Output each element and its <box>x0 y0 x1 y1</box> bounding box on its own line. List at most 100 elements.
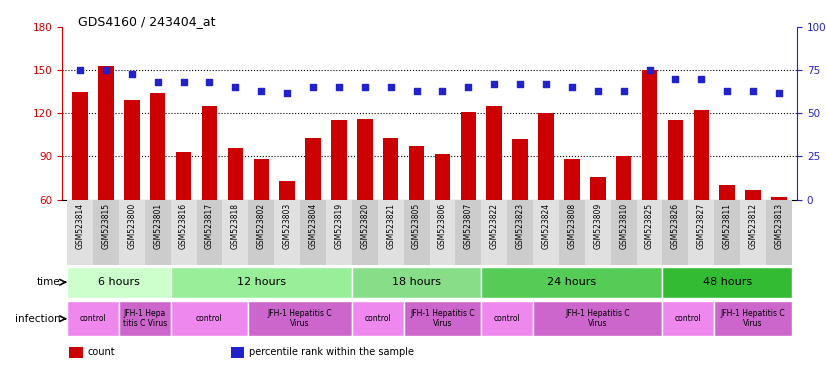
Text: GSM523823: GSM523823 <box>515 203 525 249</box>
Bar <box>171 301 249 336</box>
Bar <box>662 301 714 336</box>
Bar <box>461 112 476 286</box>
Point <box>591 88 605 94</box>
Bar <box>171 267 352 298</box>
Point <box>747 88 760 94</box>
Bar <box>771 197 786 286</box>
Text: GSM523808: GSM523808 <box>567 203 577 249</box>
Point <box>617 88 630 94</box>
Text: infection: infection <box>15 314 60 324</box>
Text: 18 hours: 18 hours <box>392 277 441 287</box>
Text: GSM523806: GSM523806 <box>438 203 447 249</box>
Bar <box>67 301 119 336</box>
Bar <box>67 267 171 298</box>
Text: GSM523813: GSM523813 <box>775 203 784 249</box>
Text: GSM523801: GSM523801 <box>154 203 162 249</box>
Bar <box>377 200 404 265</box>
Text: control: control <box>196 314 223 323</box>
Bar <box>352 267 482 298</box>
Bar <box>404 301 482 336</box>
Text: JFH-1 Hepa
titis C Virus: JFH-1 Hepa titis C Virus <box>122 309 167 328</box>
Bar <box>150 93 165 286</box>
Text: 12 hours: 12 hours <box>237 277 286 287</box>
Text: GSM523805: GSM523805 <box>412 203 421 249</box>
Point <box>462 84 475 91</box>
Bar <box>714 200 740 265</box>
Point <box>720 88 733 94</box>
Bar <box>331 121 347 286</box>
Text: GDS4160 / 243404_at: GDS4160 / 243404_at <box>78 15 216 28</box>
Bar <box>642 70 657 286</box>
Point <box>487 81 501 87</box>
Bar <box>482 200 507 265</box>
Text: GSM523827: GSM523827 <box>697 203 705 249</box>
Bar <box>67 200 93 265</box>
Text: control: control <box>79 314 107 323</box>
Bar <box>69 347 83 358</box>
Bar <box>662 267 792 298</box>
Text: percentile rank within the sample: percentile rank within the sample <box>249 347 415 357</box>
Point <box>99 67 112 73</box>
Text: 48 hours: 48 hours <box>703 277 752 287</box>
Bar <box>409 146 425 286</box>
Text: GSM523810: GSM523810 <box>620 203 628 249</box>
Text: GSM523811: GSM523811 <box>723 203 732 249</box>
Text: GSM523821: GSM523821 <box>387 203 395 249</box>
Bar <box>202 106 217 286</box>
Bar <box>559 200 585 265</box>
Text: GSM523825: GSM523825 <box>645 203 654 249</box>
Bar <box>228 148 243 286</box>
Text: GSM523809: GSM523809 <box>593 203 602 249</box>
Point <box>151 79 164 85</box>
Text: JFH-1 Hepatitis C
Virus: JFH-1 Hepatitis C Virus <box>268 309 332 328</box>
Text: GSM523802: GSM523802 <box>257 203 266 249</box>
Bar <box>145 200 171 265</box>
Bar <box>688 200 714 265</box>
Text: GSM523818: GSM523818 <box>231 203 240 249</box>
Point <box>358 84 372 91</box>
Text: time: time <box>36 277 60 287</box>
Point <box>695 76 708 82</box>
Text: GSM523803: GSM523803 <box>282 203 292 249</box>
Bar <box>404 200 430 265</box>
Bar <box>564 159 580 286</box>
Bar <box>124 100 140 286</box>
Bar <box>274 200 300 265</box>
Point <box>410 88 423 94</box>
Bar <box>539 113 553 286</box>
Bar <box>482 301 533 336</box>
Point <box>772 89 786 96</box>
Text: GSM523800: GSM523800 <box>127 203 136 249</box>
Point <box>565 84 578 91</box>
Bar <box>306 138 320 286</box>
Text: control: control <box>675 314 702 323</box>
Bar <box>455 200 482 265</box>
Text: 24 hours: 24 hours <box>548 277 596 287</box>
Bar <box>98 66 114 286</box>
Text: GSM523804: GSM523804 <box>309 203 317 249</box>
Point <box>514 81 527 87</box>
Bar <box>533 200 559 265</box>
Bar <box>714 301 792 336</box>
Text: GSM523812: GSM523812 <box>748 203 757 249</box>
Text: control: control <box>364 314 392 323</box>
Bar <box>430 200 455 265</box>
Text: GSM523816: GSM523816 <box>179 203 188 249</box>
Text: JFH-1 Hepatitis C
Virus: JFH-1 Hepatitis C Virus <box>411 309 475 328</box>
Bar <box>610 200 637 265</box>
Bar <box>745 190 761 286</box>
Bar <box>507 200 533 265</box>
Bar <box>279 181 295 286</box>
Bar <box>590 177 605 286</box>
Point <box>203 79 216 85</box>
Point <box>126 71 139 77</box>
Bar <box>231 347 244 358</box>
Bar <box>357 119 373 286</box>
Point <box>539 81 553 87</box>
Bar <box>482 267 662 298</box>
Text: GSM523826: GSM523826 <box>671 203 680 249</box>
Point <box>177 79 190 85</box>
Point <box>74 67 87 73</box>
Bar <box>249 301 352 336</box>
Point <box>436 88 449 94</box>
